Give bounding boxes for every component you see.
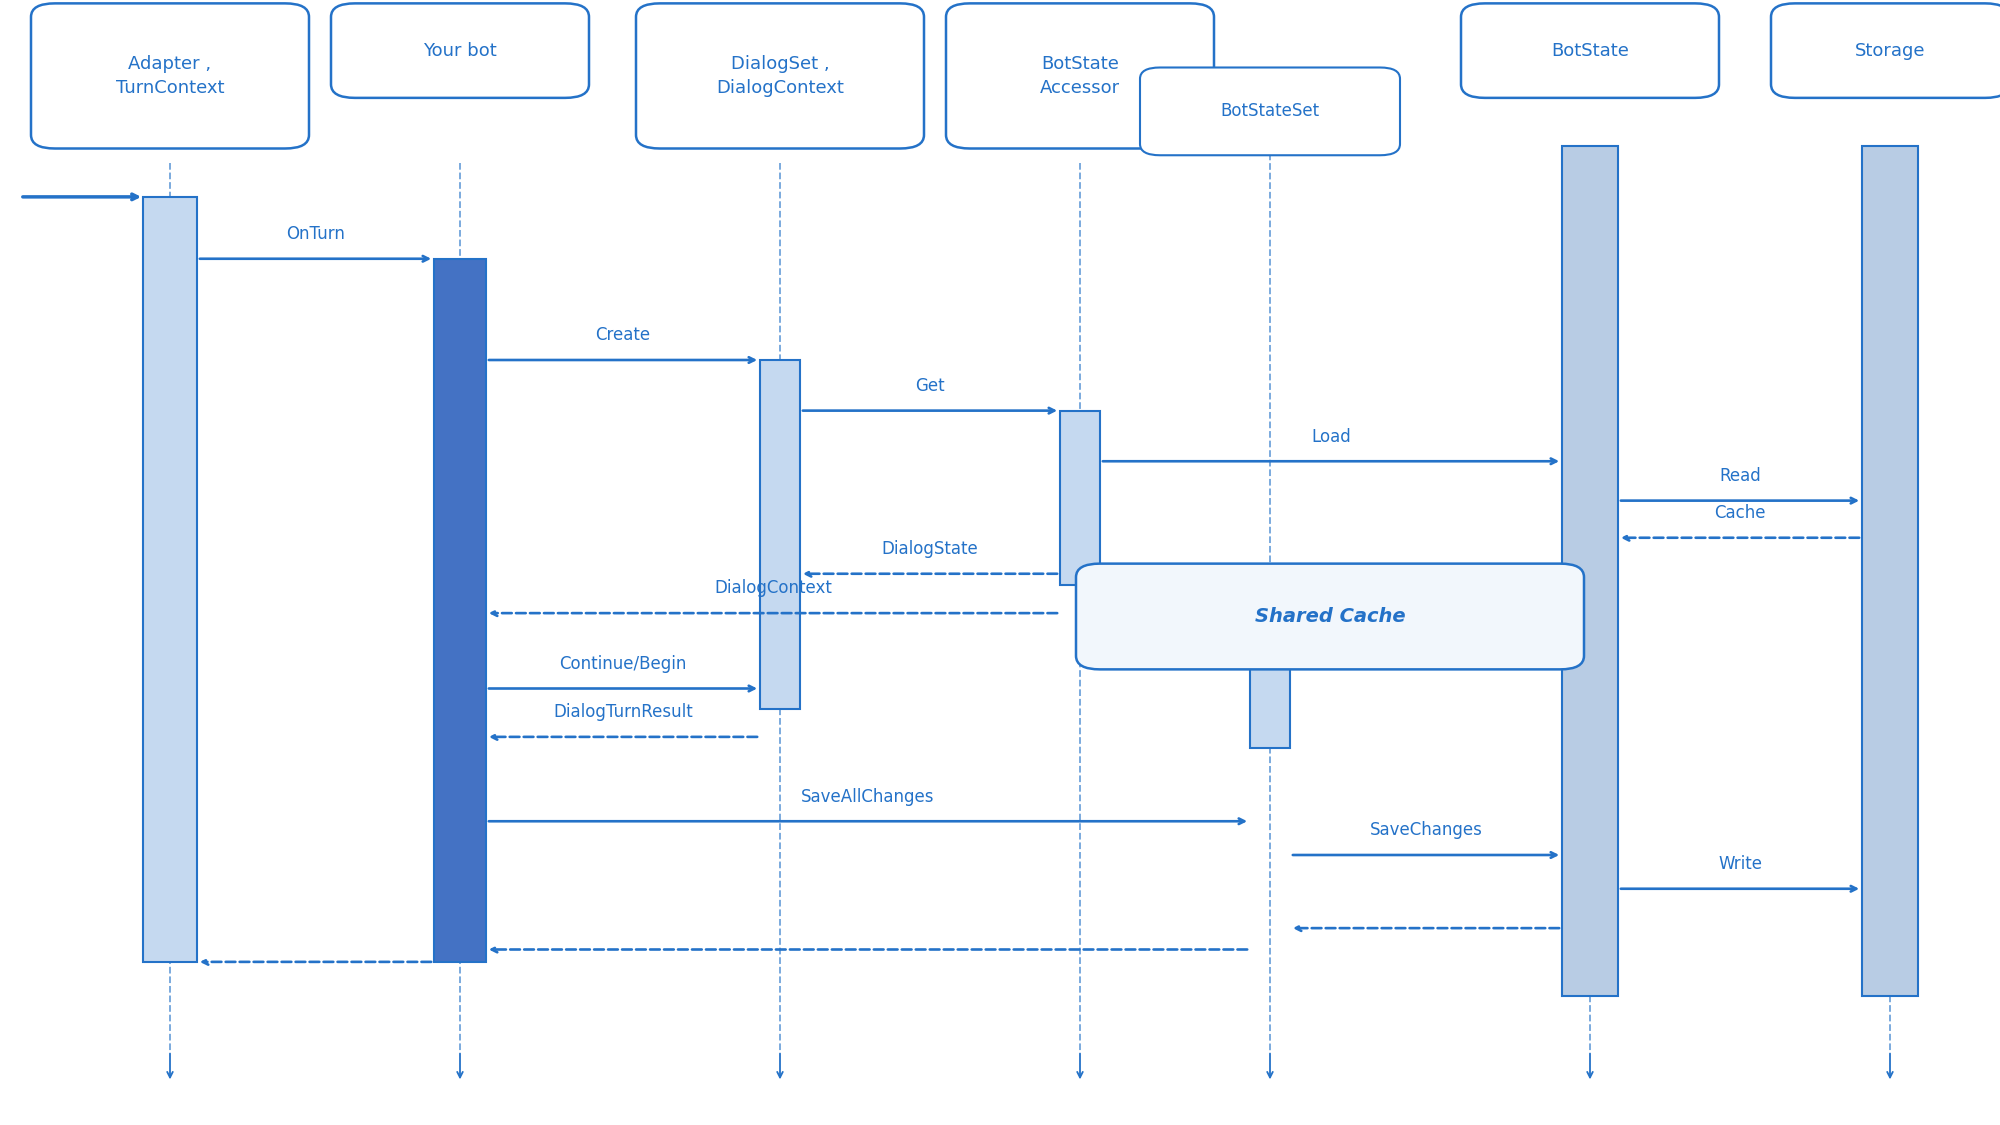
Text: Read: Read — [1720, 467, 1760, 485]
Text: OnTurn: OnTurn — [286, 225, 344, 243]
Bar — [144, 197, 198, 962]
Text: BotState
Accessor: BotState Accessor — [1040, 55, 1120, 97]
Text: Cache: Cache — [1714, 504, 1766, 522]
Bar — [1562, 146, 1618, 996]
Text: Get: Get — [916, 377, 944, 395]
Text: Load: Load — [1312, 428, 1350, 446]
Text: Adapter ,
TurnContext: Adapter , TurnContext — [116, 55, 224, 97]
Text: Shared Cache: Shared Cache — [1254, 608, 1406, 626]
Text: BotState: BotState — [1552, 42, 1628, 60]
FancyBboxPatch shape — [1772, 3, 2000, 98]
Bar — [1862, 146, 1918, 996]
FancyBboxPatch shape — [32, 3, 310, 148]
Text: BotStateSet: BotStateSet — [1220, 102, 1320, 120]
Text: Create: Create — [596, 326, 650, 344]
FancyBboxPatch shape — [332, 3, 588, 98]
FancyBboxPatch shape — [946, 3, 1214, 148]
Text: SaveAllChanges: SaveAllChanges — [802, 788, 934, 806]
FancyBboxPatch shape — [636, 3, 924, 148]
FancyBboxPatch shape — [1076, 564, 1584, 669]
Bar — [1250, 658, 1290, 748]
Text: DialogContext: DialogContext — [714, 579, 832, 597]
Text: Continue/Begin: Continue/Begin — [560, 655, 686, 673]
Text: DialogSet ,
DialogContext: DialogSet , DialogContext — [716, 55, 844, 97]
FancyBboxPatch shape — [1140, 68, 1400, 155]
Bar — [760, 360, 800, 709]
Bar — [1060, 411, 1100, 585]
Text: Your bot: Your bot — [424, 42, 496, 60]
FancyBboxPatch shape — [1460, 3, 1720, 98]
Text: SaveChanges: SaveChanges — [1370, 821, 1482, 839]
Text: DialogState: DialogState — [882, 540, 978, 558]
Text: DialogTurnResult: DialogTurnResult — [554, 703, 692, 721]
Bar — [434, 259, 486, 962]
Text: Write: Write — [1718, 855, 1762, 873]
Text: Storage: Storage — [1854, 42, 1926, 60]
